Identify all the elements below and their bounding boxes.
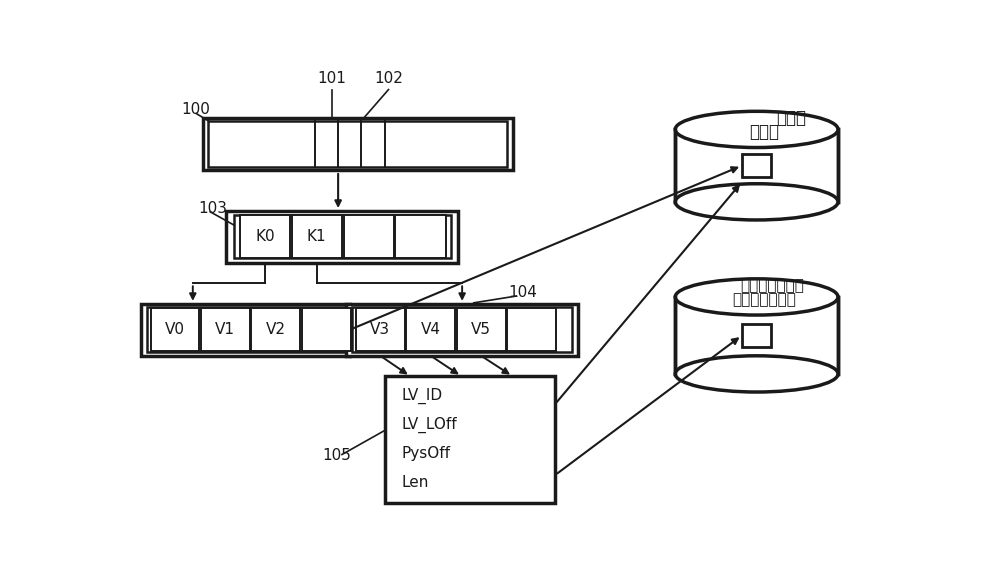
Text: V4: V4 [421, 322, 441, 338]
Bar [147, 308, 344, 352]
Bar [742, 323, 771, 347]
Text: V5: V5 [471, 322, 491, 338]
Bar [234, 215, 450, 259]
Bar [240, 215, 290, 259]
Text: 100: 100 [182, 102, 210, 116]
Bar [292, 215, 342, 259]
Bar [742, 154, 771, 178]
Text: V3: V3 [370, 322, 390, 338]
Ellipse shape [675, 183, 838, 220]
Text: 存储池物理空间: 存储池物理空间 [740, 279, 804, 293]
Ellipse shape [675, 356, 838, 392]
Bar [140, 304, 350, 356]
Bar [352, 308, 572, 352]
Text: 逻辑卷: 逻辑卷 [776, 109, 806, 127]
Bar [251, 308, 300, 351]
Bar [344, 215, 394, 259]
Text: LV_LOff: LV_LOff [402, 417, 457, 433]
Text: 存储池物理空间: 存储池物理空间 [732, 292, 796, 307]
Text: LV_ID: LV_ID [402, 388, 443, 405]
Text: 103: 103 [199, 201, 228, 216]
Text: 逻辑卷: 逻辑卷 [749, 123, 779, 141]
Bar [226, 211, 458, 263]
Text: 105: 105 [323, 448, 352, 463]
Text: V1: V1 [215, 322, 235, 338]
Bar [507, 308, 556, 351]
Text: Len: Len [402, 475, 429, 490]
Text: K0: K0 [255, 229, 275, 245]
Text: V2: V2 [266, 322, 286, 338]
Text: V0: V0 [165, 322, 185, 338]
Bar [201, 308, 250, 351]
Bar [356, 308, 405, 351]
Bar [151, 308, 199, 351]
Text: 101: 101 [317, 71, 346, 86]
Bar [457, 308, 506, 351]
Bar [406, 308, 455, 351]
Bar [385, 376, 555, 503]
Bar [302, 308, 351, 351]
Polygon shape [675, 297, 838, 374]
Bar [208, 121, 507, 167]
Text: PysOff: PysOff [402, 446, 451, 462]
Bar [202, 118, 512, 170]
Ellipse shape [675, 279, 838, 315]
Text: 102: 102 [374, 71, 403, 86]
Bar [395, 215, 446, 259]
Polygon shape [675, 129, 838, 202]
Bar [346, 304, 578, 356]
Ellipse shape [675, 111, 838, 148]
Text: K1: K1 [307, 229, 327, 245]
Text: 104: 104 [509, 285, 538, 300]
